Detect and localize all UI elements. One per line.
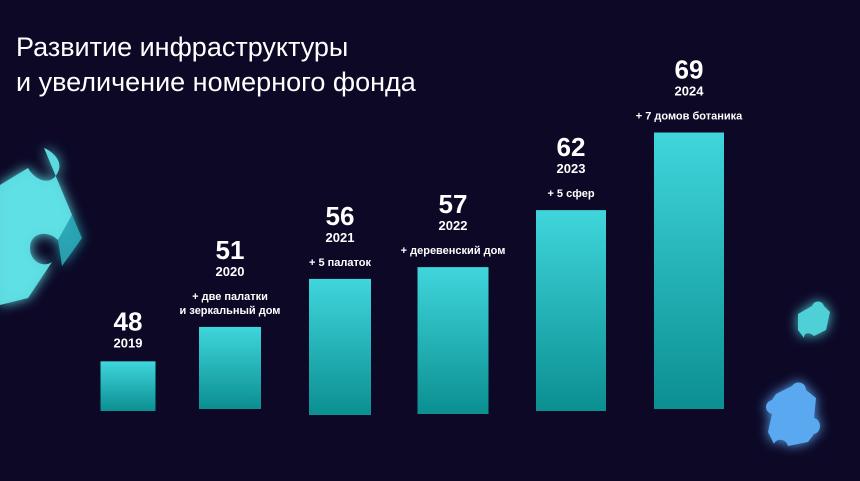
value-label: 69 (675, 55, 704, 85)
value-label: 57 (439, 189, 468, 219)
annotation-label: + 5 сфер (547, 188, 594, 200)
page-title: Развитие инфраструктуры и увеличение ном… (16, 30, 416, 100)
year-label: 2024 (675, 84, 705, 99)
puzzle-piece-icon (766, 382, 820, 446)
year-label: 2023 (557, 161, 586, 176)
title-line-1: Развитие инфраструктуры (16, 32, 349, 62)
value-label: 48 (114, 306, 143, 336)
puzzle-piece-icon (798, 301, 830, 338)
bar-2023 (536, 210, 606, 411)
annotation-label: + две палатки (192, 291, 268, 303)
year-label: 2021 (326, 230, 355, 245)
annotation-label: + 7 домов ботаника (636, 111, 743, 123)
puzzle-piece-icon (0, 148, 82, 305)
value-label: 56 (326, 201, 355, 231)
bar-2021 (309, 278, 371, 415)
title-line-2: и увеличение номерного фонда (16, 67, 416, 97)
annotation-label: и зеркальный дом (180, 305, 281, 317)
bar-2022 (417, 267, 489, 414)
annotation-label: + деревенский дом (401, 245, 506, 257)
year-label: 2019 (114, 335, 143, 350)
bar-2019 (100, 361, 156, 411)
year-label: 2020 (216, 264, 245, 279)
year-label: 2022 (439, 218, 468, 233)
bar-2020 (199, 326, 261, 409)
value-label: 62 (557, 132, 586, 162)
value-label: 51 (216, 235, 245, 265)
bar-2024 (654, 132, 724, 409)
annotation-label: + 5 палаток (309, 257, 371, 269)
